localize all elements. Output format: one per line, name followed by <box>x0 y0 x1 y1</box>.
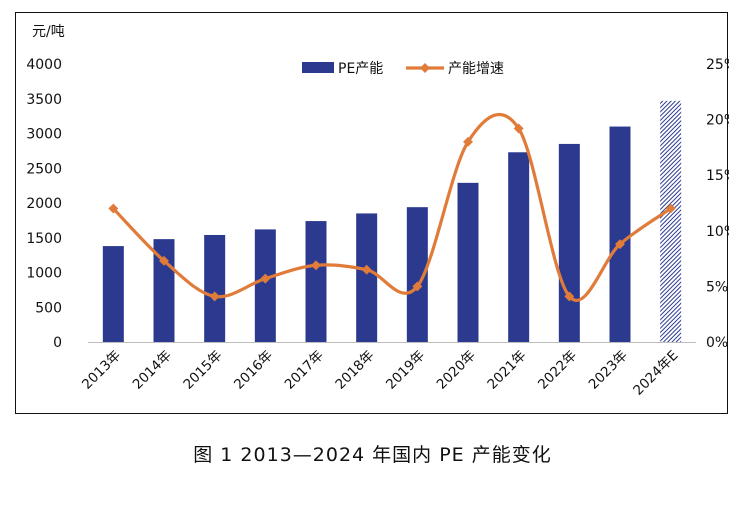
x-tick-label: 2021年 <box>484 348 529 393</box>
y-tick-label: 1000 <box>26 266 62 282</box>
pe-capacity-chart: 元/吨 0 500 1000 1500 2000 2500 3000 3500 4000 0% 5% 1… <box>26 24 729 399</box>
y-tick-label: 0 <box>53 335 62 351</box>
y2-tick-label: 15% <box>706 168 729 184</box>
x-tick-label: 2022年 <box>535 348 580 393</box>
growth-point-2020年 <box>463 136 473 147</box>
x-tick-label: 2017年 <box>282 348 327 393</box>
growth-point-2022年 <box>564 291 575 302</box>
bar-2017年 <box>305 221 327 342</box>
bar-2023年 <box>609 126 631 342</box>
x-tick-label: 2020年 <box>434 348 479 393</box>
bar-2013年 <box>102 246 124 342</box>
x-tick-label: 2024年E <box>630 348 681 399</box>
bar-2020年 <box>457 182 479 342</box>
y-tick-label: 1500 <box>26 231 62 247</box>
y-tick-label: 2500 <box>26 161 62 177</box>
figure-caption: 图 1 2013—2024 年国内 PE 产能变化 <box>193 444 552 466</box>
growth-point-2023年 <box>615 239 625 250</box>
y2-tick-label: 25% <box>706 57 729 73</box>
growth-line <box>111 112 673 302</box>
x-tick-label: 2016年 <box>231 348 276 393</box>
y-tick-label: 3000 <box>26 127 62 143</box>
x-tick-label: 2019年 <box>383 348 428 393</box>
y-axis-unit-label: 元/吨 <box>32 24 65 40</box>
y-tick-label: 500 <box>35 300 62 316</box>
legend-bar-label: PE产能 <box>338 61 383 77</box>
y2-tick-label: 5% <box>706 279 728 295</box>
bar-2016年 <box>254 229 276 342</box>
legend-bar-swatch <box>302 62 334 73</box>
chart-frame: 元/吨 0 500 1000 1500 2000 2500 3000 3500 4000 0% 5% 1… <box>15 12 729 414</box>
x-tick-label: 2013年 <box>79 348 124 393</box>
growth-point-2024年E <box>665 203 676 214</box>
bar-2018年 <box>356 213 378 342</box>
growth-point-2016年 <box>260 273 271 284</box>
x-tick-label: 2018年 <box>332 348 377 393</box>
bar-2015年 <box>204 234 226 342</box>
bar-2022年 <box>558 143 580 342</box>
growth-point-2019年 <box>412 281 423 292</box>
growth-point-2013年 <box>108 203 119 214</box>
y-tick-label: 2000 <box>26 196 62 212</box>
x-tick-label: 2014年 <box>130 348 175 393</box>
x-tick-label: 2023年 <box>586 348 631 393</box>
growth-point-2014年 <box>159 255 169 266</box>
bar-2019年 <box>406 207 428 342</box>
y2-tick-label: 20% <box>706 113 729 129</box>
y-tick-label: 4000 <box>26 57 62 73</box>
y2-tick-label: 0% <box>706 335 728 351</box>
bar-2021年 <box>508 152 530 342</box>
y2-tick-label: 10% <box>706 224 729 240</box>
growth-point-2015年 <box>209 291 220 302</box>
y-tick-label: 3500 <box>26 92 62 108</box>
bar-2024年E <box>660 100 682 343</box>
legend: PE产能 产能增速 <box>302 61 504 77</box>
x-tick-label: 2015年 <box>180 348 225 393</box>
legend-line-marker <box>420 63 430 73</box>
legend-line-label: 产能增速 <box>448 61 504 77</box>
